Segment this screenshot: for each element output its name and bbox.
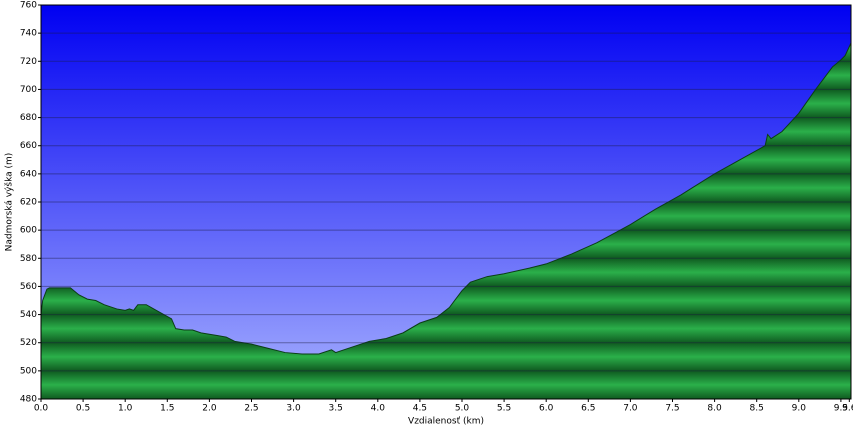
x-tick-label: 3.0 (286, 404, 301, 414)
x-tick-label: 4.0 (371, 404, 386, 414)
y-tick-label: 620 (20, 198, 37, 208)
x-tick-label: 2.5 (244, 404, 258, 414)
x-axis-title: Vzdialenosť (km) (408, 417, 484, 427)
y-axis-title: Nadmorská výška (m) (4, 153, 15, 252)
y-tick-label: 660 (20, 141, 37, 151)
x-tick-label: 9.0 (792, 404, 807, 414)
x-tick-label: 8.0 (707, 404, 722, 414)
y-tick-label: 540 (20, 310, 37, 320)
y-tick-label: 580 (20, 254, 37, 264)
x-tick-label: 4.5 (413, 404, 427, 414)
x-tick-label: 1.5 (160, 404, 174, 414)
y-tick-label: 680 (20, 113, 37, 123)
y-tick-label: 500 (20, 366, 37, 376)
x-tick-label: 0.5 (76, 404, 90, 414)
y-tick-label: 600 (20, 226, 37, 236)
y-tick-label: 700 (20, 85, 37, 95)
x-tick-label: 9.5 (834, 404, 848, 414)
y-tick-label: 740 (20, 29, 37, 39)
x-tick-label: 2.0 (202, 404, 217, 414)
y-tick-label: 520 (20, 338, 37, 348)
x-tick-label: 7.5 (665, 404, 679, 414)
x-tick-label: 1.0 (118, 404, 133, 414)
x-tick-label: 6.0 (539, 404, 554, 414)
x-tick-label: 7.0 (623, 404, 638, 414)
x-tick-label: 9.6 (842, 404, 853, 414)
elevation-area (40, 42, 852, 400)
x-tick-label: 6.5 (581, 404, 595, 414)
x-tick-label: 5.5 (497, 404, 511, 414)
y-tick-label: 760 (20, 1, 37, 11)
y-tick-label: 480 (20, 395, 37, 405)
x-tick-label: 8.5 (750, 404, 764, 414)
x-tick-label: 5.0 (455, 404, 470, 414)
y-tick-label: 560 (20, 282, 37, 292)
x-tick-label: 0.0 (34, 404, 49, 414)
y-tick-label: 720 (20, 57, 37, 67)
y-tick-label: 640 (20, 169, 37, 179)
x-tick-label: 3.5 (329, 404, 343, 414)
